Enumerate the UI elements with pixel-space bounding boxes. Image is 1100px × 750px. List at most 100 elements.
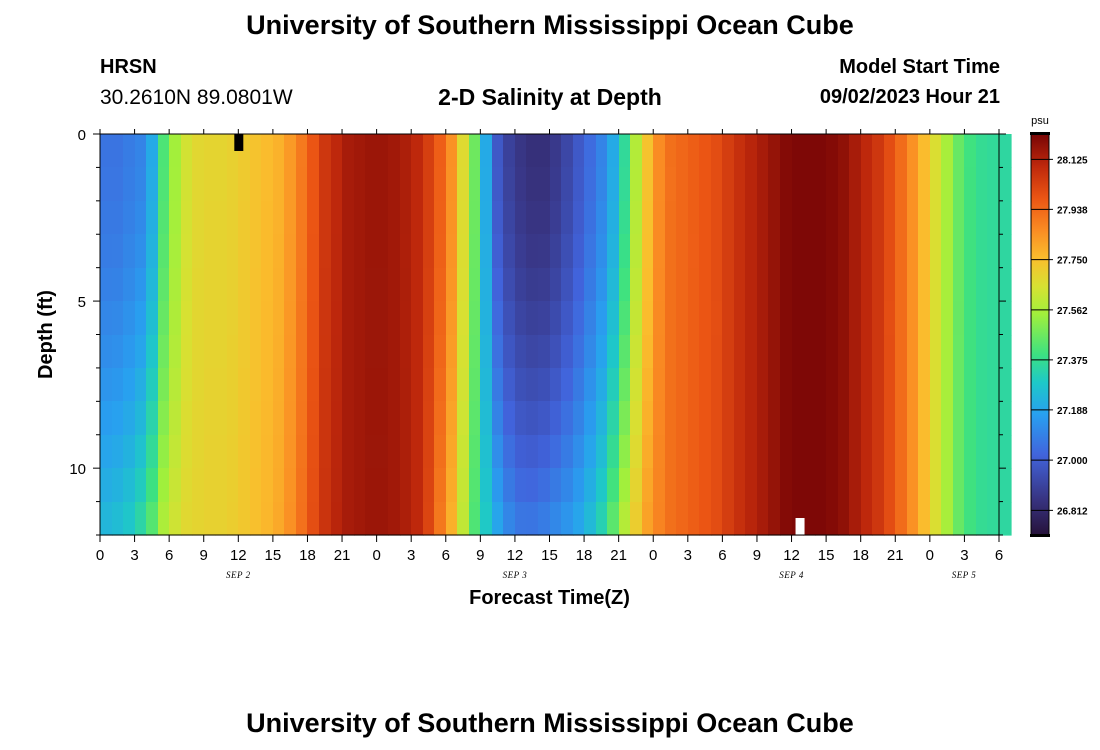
heatmap-cell xyxy=(757,368,769,402)
heatmap-cell xyxy=(492,201,504,235)
heatmap-cell xyxy=(342,335,355,369)
heatmap-cell xyxy=(480,435,493,469)
heatmap-cell xyxy=(792,335,804,369)
heatmap-cell xyxy=(550,335,562,369)
heatmap-cell xyxy=(964,368,977,402)
heatmap-cell xyxy=(146,368,159,402)
heatmap-cell xyxy=(861,368,873,402)
heatmap-cell xyxy=(930,134,942,168)
heatmap-cell xyxy=(250,167,262,202)
heatmap-cell xyxy=(826,435,839,469)
heatmap-cell xyxy=(861,134,873,168)
heatmap-cell xyxy=(250,468,262,503)
heatmap-cell xyxy=(480,468,493,503)
heatmap-cell xyxy=(826,234,839,269)
heatmap-cell xyxy=(284,201,297,235)
heatmap-cell xyxy=(688,167,700,202)
heatmap-cell xyxy=(964,234,977,269)
heatmap-cell xyxy=(354,134,366,168)
heatmap-cell xyxy=(849,502,862,536)
surface-marker xyxy=(234,134,244,151)
heatmap-cell xyxy=(411,134,424,168)
heatmap-cell xyxy=(388,502,401,536)
heatmap-cell xyxy=(457,201,470,235)
x-axis-label: Forecast Time(Z) xyxy=(469,587,630,609)
heatmap-cell xyxy=(884,167,896,202)
heatmap-cell xyxy=(665,268,677,302)
heatmap-cell xyxy=(688,234,700,269)
heatmap-cell xyxy=(861,167,873,202)
heatmap-cell xyxy=(711,201,723,235)
heatmap-cell xyxy=(296,335,308,369)
heatmap-cell xyxy=(342,368,355,402)
heatmap-cell xyxy=(745,401,758,436)
heatmap-cell xyxy=(619,134,631,168)
heatmap-cell xyxy=(999,167,1012,202)
heatmap-cell xyxy=(596,368,608,402)
heatmap-cell xyxy=(930,468,942,503)
heatmap-cell xyxy=(815,468,827,503)
heatmap-cell xyxy=(573,401,585,436)
heatmap-cell xyxy=(457,401,470,436)
heatmap-cell xyxy=(895,301,908,336)
heatmap-cell xyxy=(722,502,735,536)
heatmap-cell xyxy=(469,234,481,269)
heatmap-cell xyxy=(469,435,481,469)
heatmap-cell xyxy=(745,368,758,402)
heatmap-cell xyxy=(215,201,228,235)
heatmap-cell xyxy=(423,234,435,269)
x-tick-label: 9 xyxy=(753,547,761,564)
heatmap-cell xyxy=(181,502,193,536)
heatmap-cell xyxy=(676,234,689,269)
heatmap-cell xyxy=(515,502,527,536)
heatmap-cell xyxy=(526,435,539,469)
heatmap-cell xyxy=(734,234,746,269)
heatmap-cell xyxy=(365,435,378,469)
heatmap-cell xyxy=(584,268,597,302)
heatmap-cell xyxy=(434,435,447,469)
heatmap-cell xyxy=(100,201,113,235)
heatmap-cell xyxy=(354,435,366,469)
heatmap-cell xyxy=(446,268,458,302)
heatmap-cell xyxy=(826,502,839,536)
colorbar-tick-label: 27.000 xyxy=(1057,456,1088,467)
heatmap-cell xyxy=(953,335,965,369)
heatmap-cell xyxy=(331,502,343,536)
heatmap-cell xyxy=(907,468,919,503)
heatmap-cell xyxy=(630,301,643,336)
heatmap-cell xyxy=(768,435,781,469)
heatmap-cell xyxy=(423,435,435,469)
heatmap-cell xyxy=(342,134,355,168)
heatmap-cell xyxy=(492,167,504,202)
heatmap-cell xyxy=(792,134,804,168)
heatmap-cell xyxy=(319,335,332,369)
heatmap-cell xyxy=(722,435,735,469)
heatmap-cell xyxy=(745,134,758,168)
colorbar-tick-label: 27.188 xyxy=(1057,406,1088,417)
heatmap-cell xyxy=(849,301,862,336)
heatmap-cell xyxy=(146,435,159,469)
heatmap-cell xyxy=(941,167,954,202)
heatmap-cell xyxy=(941,335,954,369)
heatmap-cell xyxy=(607,134,620,168)
heatmap-cell xyxy=(976,368,988,402)
heatmap-cell xyxy=(411,234,424,269)
heatmap-cell xyxy=(838,435,850,469)
heatmap-cell xyxy=(895,435,908,469)
x-tick-label: 0 xyxy=(372,547,380,564)
heatmap-cell xyxy=(146,201,159,235)
heatmap-cell xyxy=(112,335,124,369)
heatmap-cell xyxy=(688,301,700,336)
heatmap-cell xyxy=(492,502,504,536)
heatmap-cell xyxy=(665,502,677,536)
heatmap-cell xyxy=(757,435,769,469)
heatmap-cell xyxy=(930,502,942,536)
heatmap-cell xyxy=(884,234,896,269)
heatmap-cell xyxy=(757,134,769,168)
heatmap-cell xyxy=(227,134,239,168)
heatmap-cell xyxy=(135,234,147,269)
heatmap-cell xyxy=(745,301,758,336)
model-start-value: 09/02/2023 Hour 21 xyxy=(819,86,1000,108)
heatmap-cell xyxy=(296,401,308,436)
heatmap-cell xyxy=(653,435,666,469)
